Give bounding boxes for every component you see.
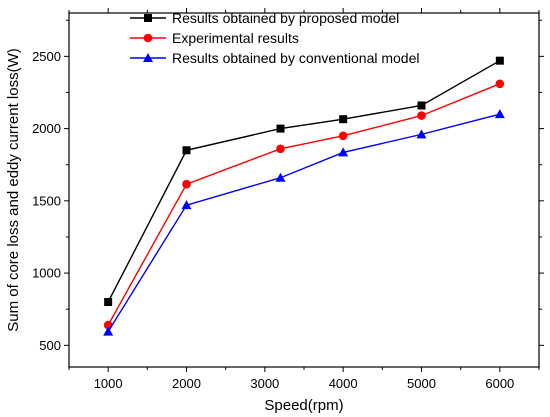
data-point [104,297,113,306]
y-tick-label: 1000 [32,266,61,281]
x-tick-label: 1000 [94,376,123,391]
legend-item: Results obtained by conventional model [130,50,420,66]
data-point [417,111,426,120]
legend: Results obtained by proposed model Experi… [130,10,420,66]
data-point [494,109,505,119]
series-1 [103,79,505,330]
data-point [417,101,426,110]
data-point [276,124,285,133]
data-point [495,56,504,65]
y-axis-title: Sum of core loss and eddy current loss(W… [5,48,22,331]
x-tick-label: 5000 [407,376,436,391]
data-point [182,146,191,155]
series-0 [104,56,504,306]
plot-frame [68,12,540,368]
axes: 1000 2000 3000 4000 5000 6000 500 1000 1500 2000 2… [32,8,544,391]
y-tick-label: 500 [39,338,61,353]
legend-marker [144,14,152,22]
data-point [182,179,191,189]
series-line [107,113,501,332]
data-point [338,131,348,141]
legend-item: Results obtained by proposed model [130,10,399,26]
x-axis-title: Speed(rpm) [264,397,343,414]
series-line [107,60,501,303]
data-point [339,115,348,124]
data-point [275,172,286,182]
series-line [107,83,501,326]
legend-label: Results obtained by proposed model [172,10,399,26]
series-layer [103,56,505,336]
legend-label: Results obtained by conventional model [172,50,420,66]
data-point [416,129,427,139]
y-tick-label: 1500 [32,193,61,208]
y-tick-label: 2000 [32,121,61,136]
y-tick-label: 2500 [32,49,61,64]
legend-item: Experimental results [130,30,299,46]
x-tick-label: 2000 [172,376,201,391]
data-point [338,147,349,157]
data-point [276,144,285,154]
x-tick-label: 4000 [329,376,358,391]
data-point [495,79,505,89]
x-tick-label: 6000 [485,376,514,391]
data-point [103,326,114,336]
legend-marker [143,53,153,62]
legend-marker [143,33,153,43]
series-2 [103,109,505,336]
legend-label: Experimental results [172,30,299,46]
data-point [181,200,192,210]
x-tick-label: 3000 [250,376,279,391]
